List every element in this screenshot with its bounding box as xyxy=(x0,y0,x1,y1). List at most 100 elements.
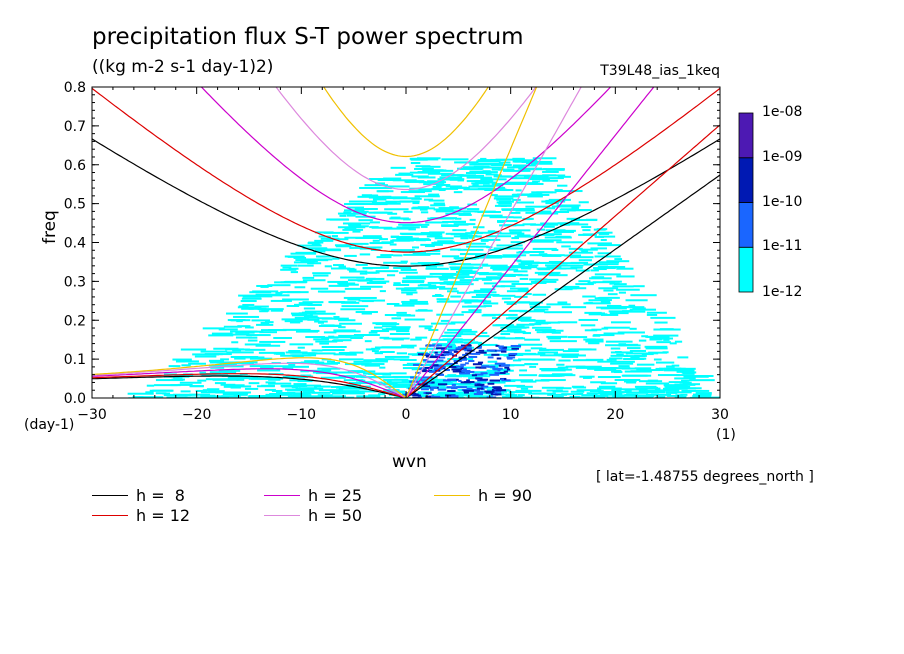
spectrum-cell xyxy=(623,358,645,361)
spectrum-cell xyxy=(499,274,516,277)
spectrum-cell xyxy=(519,168,547,171)
spectrum-cell xyxy=(580,324,596,327)
spectrum-cell xyxy=(236,378,245,381)
spectrum-cell-strong xyxy=(465,347,472,350)
spectrum-cell-strong xyxy=(422,359,429,362)
spectrum-cell-strong xyxy=(463,347,467,350)
spectrum-cell xyxy=(468,236,475,239)
spectrum-cell xyxy=(396,239,414,242)
spectrum-cell xyxy=(208,390,225,393)
spectrum-cell xyxy=(402,277,426,280)
spectrum-cell xyxy=(624,389,632,392)
spectrum-cell xyxy=(441,158,469,161)
spectrum-cell xyxy=(484,189,510,192)
spectrum-cell-strong xyxy=(447,378,457,381)
spectrum-cell xyxy=(223,325,242,328)
spectrum-cell xyxy=(341,305,369,308)
spectrum-cell xyxy=(598,287,619,290)
spectrum-cell xyxy=(446,290,459,293)
spectrum-cell xyxy=(514,174,537,177)
y-tick-label: 0.8 xyxy=(64,80,86,96)
spectrum-cell xyxy=(537,177,564,180)
spectrum-cell xyxy=(374,203,388,206)
spectrum-cell xyxy=(168,365,181,368)
spectrum-cell xyxy=(357,211,367,214)
spectrum-cell xyxy=(557,366,569,369)
colorbar-label-1e-11: 1e-11 xyxy=(762,238,803,254)
spectrum-cell xyxy=(540,354,569,357)
spectrum-cell xyxy=(393,284,410,287)
spectrum-cell xyxy=(385,200,411,203)
spectrum-cell xyxy=(545,202,559,205)
spectrum-cell xyxy=(386,381,413,384)
spectrum-cell xyxy=(195,389,208,392)
spectrum-cell xyxy=(503,169,531,172)
spectrum-cell xyxy=(415,336,428,339)
spectrum-cell xyxy=(371,350,379,353)
spectrum-cell xyxy=(184,396,199,398)
spectrum-cell xyxy=(561,355,579,358)
spectrum-cell xyxy=(517,289,529,292)
gravity-curve-h12 xyxy=(92,87,720,253)
spectrum-cell xyxy=(605,344,626,347)
spectrum-cell-strong xyxy=(455,369,461,372)
spectrum-cell xyxy=(420,232,431,235)
spectrum-cell xyxy=(557,301,568,304)
spectrum-cell xyxy=(333,353,357,356)
spectrum-cell xyxy=(346,384,361,387)
spectrum-cell xyxy=(556,363,565,366)
spectrum-cell xyxy=(240,300,257,303)
spectrum-cell xyxy=(475,181,497,184)
spectrum-cell-strong xyxy=(481,365,489,368)
spectrum-cell-strong xyxy=(437,359,444,362)
spectrum-cell-strong xyxy=(476,346,482,349)
legend-line-h90 xyxy=(434,495,470,496)
spectrum-cell xyxy=(420,211,429,214)
spectrum-cell xyxy=(371,226,393,229)
spectrum-cell xyxy=(650,316,676,319)
spectrum-cell xyxy=(610,347,621,350)
spectrum-cell xyxy=(512,359,522,362)
spectrum-cell xyxy=(517,234,531,237)
spectrum-cell xyxy=(371,201,397,204)
spectrum-cell xyxy=(524,266,538,269)
spectrum-cell xyxy=(645,393,672,396)
spectrum-cell xyxy=(431,232,443,235)
spectrum-cell xyxy=(457,333,476,336)
spectrum-cell xyxy=(521,389,531,392)
spectrum-cell xyxy=(647,379,659,382)
spectrum-cell xyxy=(311,391,331,394)
spectrum-cell xyxy=(381,195,392,198)
spectrum-cell xyxy=(420,384,446,387)
spectrum-cell xyxy=(511,353,524,356)
spectrum-cell xyxy=(575,269,590,272)
spectrum-cell xyxy=(511,283,533,286)
spectrum-cell xyxy=(502,254,527,257)
spectrum-cell xyxy=(542,170,559,173)
spectrum-cell xyxy=(348,200,377,203)
spectrum-cell-strong xyxy=(478,366,487,369)
spectrum-cell xyxy=(414,233,443,236)
spectrum-cell xyxy=(400,217,407,220)
spectrum-cell xyxy=(256,284,273,287)
spectrum-cell xyxy=(663,369,682,372)
spectrum-cell xyxy=(524,349,531,352)
spectrum-cell xyxy=(543,168,565,171)
spectrum-cell xyxy=(421,165,441,168)
spectrum-cell xyxy=(310,287,329,290)
spectrum-cell xyxy=(520,387,529,390)
spectrum-cell xyxy=(616,267,634,270)
spectrum-cell xyxy=(338,351,355,354)
spectrum-cell xyxy=(438,242,466,245)
spectrum-cell xyxy=(630,370,649,373)
spectrum-cell xyxy=(432,169,454,172)
spectrum-cell xyxy=(304,310,326,313)
spectrum-cell xyxy=(464,301,472,304)
spectrum-cell xyxy=(488,248,501,251)
spectrum-cell xyxy=(299,387,318,390)
spectrum-cell-strong xyxy=(436,347,447,350)
spectrum-cell xyxy=(264,321,274,324)
spectrum-cell xyxy=(239,396,247,398)
spectrum-cell xyxy=(288,364,296,367)
